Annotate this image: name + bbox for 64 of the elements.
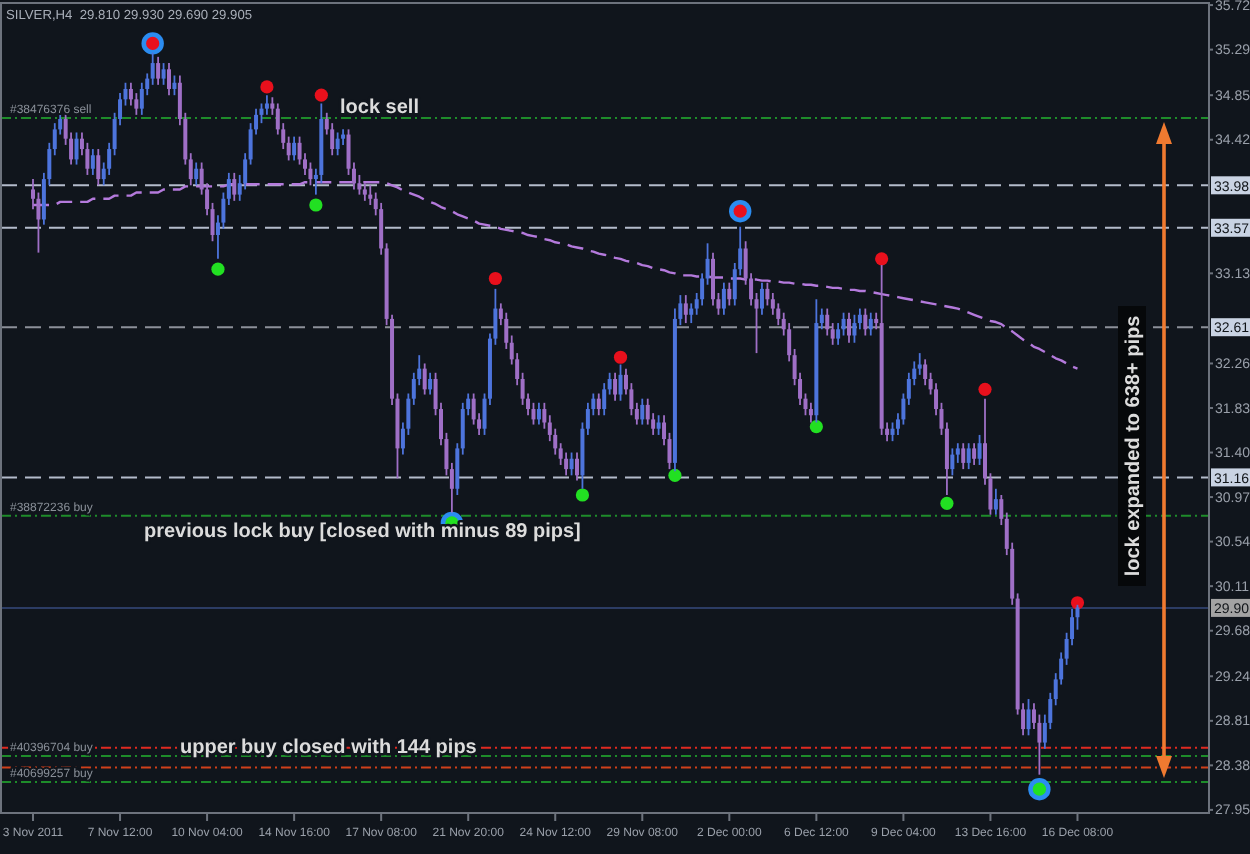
candlestick [923, 358, 928, 387]
point [488, 271, 502, 286]
candlestick [194, 161, 199, 187]
candlestick [96, 148, 101, 187]
point [668, 468, 682, 482]
annotation: lock sell [340, 97, 420, 119]
candlestick [531, 401, 536, 426]
point [875, 252, 889, 266]
candlestick [128, 81, 133, 107]
candlestick [156, 55, 161, 86]
candlestick [335, 131, 340, 157]
candlestick [569, 451, 574, 477]
candlestick [74, 131, 79, 166]
candlestick [759, 281, 764, 316]
candlestick [640, 397, 645, 426]
candlestick [428, 371, 433, 396]
point [309, 198, 323, 212]
candlestick [966, 442, 971, 471]
candlestick [890, 421, 895, 443]
point [314, 88, 328, 102]
candlestick [656, 414, 661, 436]
candlestick [161, 62, 166, 86]
point [809, 420, 823, 434]
candlestick [765, 281, 770, 307]
candlestick [139, 81, 144, 116]
candlestick [172, 74, 177, 97]
candlestick [292, 135, 297, 162]
candlestick [90, 148, 95, 176]
candlestick [721, 281, 726, 316]
candlestick [950, 447, 955, 477]
candlestick [536, 401, 541, 426]
candlestick [841, 311, 846, 337]
candlestick [308, 161, 313, 187]
point [613, 350, 628, 364]
candlestick [422, 362, 427, 396]
candlestick [852, 313, 857, 344]
point [575, 488, 590, 502]
point [940, 496, 954, 510]
candlestick [596, 392, 601, 417]
candlestick [825, 307, 830, 337]
candlestick [993, 487, 998, 516]
candlestick [847, 311, 851, 344]
candlestick [977, 434, 982, 466]
candlestick [232, 171, 237, 202]
candlestick [618, 363, 623, 402]
candlestick [972, 442, 977, 466]
candlestick [613, 371, 618, 402]
point [978, 382, 992, 396]
candlestick [868, 311, 873, 337]
candlestick [683, 294, 688, 324]
candlestick [575, 451, 579, 482]
candlestick [564, 451, 569, 477]
text: lock expanded to 638+ pips [1123, 314, 1145, 577]
candlestick [961, 442, 966, 471]
candlestick [167, 62, 171, 97]
candlestick [1026, 698, 1031, 737]
annotation: previous lock buy [closed with minus 89 pips] [144, 521, 581, 543]
candlestick [808, 401, 813, 424]
candlestick [264, 94, 269, 116]
point [260, 80, 274, 94]
candlestick [727, 281, 732, 307]
point [211, 262, 225, 276]
candlestick [863, 307, 868, 337]
candlestick [711, 251, 715, 307]
